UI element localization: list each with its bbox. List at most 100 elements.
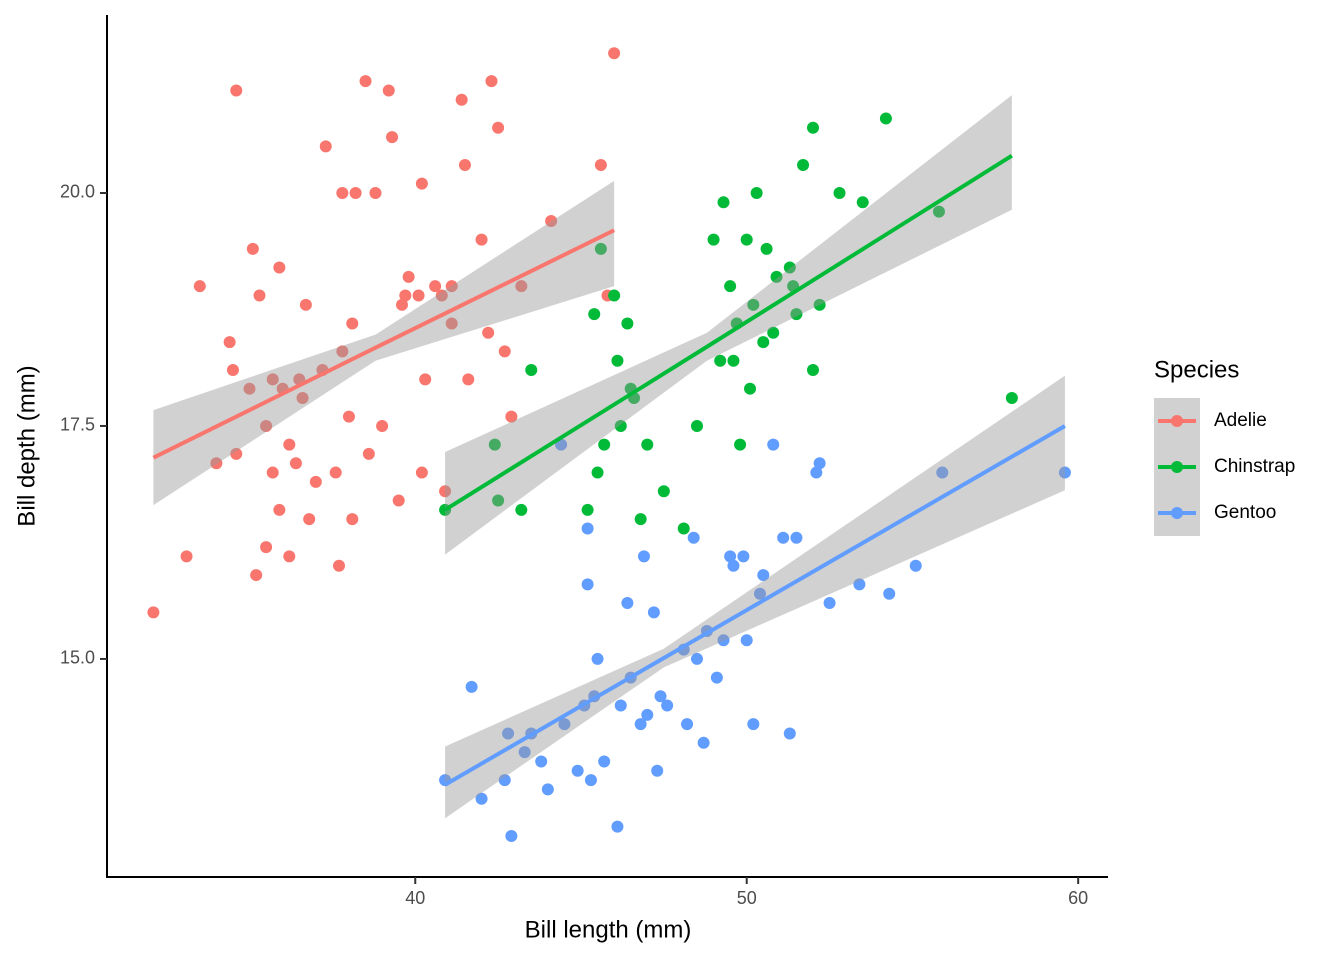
point — [757, 569, 770, 582]
point — [727, 354, 740, 367]
point — [439, 485, 452, 498]
point — [193, 280, 206, 293]
point — [505, 829, 518, 842]
fit-line — [444, 424, 1066, 787]
point — [475, 233, 488, 246]
point — [415, 177, 428, 190]
point — [588, 308, 601, 321]
point — [594, 242, 607, 255]
point — [498, 774, 511, 787]
point — [707, 233, 720, 246]
point — [488, 438, 501, 451]
point — [727, 559, 740, 572]
point — [936, 466, 949, 479]
point — [485, 75, 498, 88]
point — [634, 718, 647, 731]
point — [813, 298, 826, 311]
point — [465, 680, 478, 693]
point — [634, 513, 647, 526]
legend-key-point — [1171, 507, 1183, 519]
point — [392, 494, 405, 507]
point — [823, 597, 836, 610]
y-axis-title: Bill depth (mm) — [13, 365, 40, 526]
point — [518, 746, 531, 759]
point — [260, 419, 273, 432]
point — [412, 289, 425, 302]
point — [641, 708, 654, 721]
point — [226, 364, 239, 377]
fit-line — [444, 154, 1013, 512]
point — [710, 671, 723, 684]
point — [266, 466, 279, 479]
point — [482, 326, 495, 339]
point — [833, 186, 846, 199]
point — [690, 419, 703, 432]
point — [651, 764, 664, 777]
legend-key-point — [1171, 461, 1183, 473]
point — [445, 280, 458, 293]
point — [445, 317, 458, 330]
legend-label: Adelie — [1214, 410, 1267, 431]
point — [879, 112, 892, 125]
x-tick-label: 40 — [405, 888, 425, 908]
confidence-band — [445, 375, 1065, 819]
point — [266, 373, 279, 386]
legend-title: Species — [1154, 356, 1239, 383]
point — [714, 354, 727, 367]
point — [581, 578, 594, 591]
point — [807, 121, 820, 134]
y-tick-label: 15.0 — [60, 648, 95, 668]
point — [336, 345, 349, 358]
point — [757, 336, 770, 349]
point — [677, 522, 690, 535]
point — [429, 280, 442, 293]
point — [230, 447, 243, 460]
point — [558, 718, 571, 731]
point — [458, 159, 471, 172]
point — [545, 214, 558, 227]
point — [790, 308, 803, 321]
point — [740, 634, 753, 647]
point — [690, 652, 703, 665]
point — [492, 494, 505, 507]
point — [359, 75, 372, 88]
point — [349, 186, 362, 199]
point — [273, 503, 286, 516]
point — [770, 270, 783, 283]
point — [289, 457, 302, 470]
point — [283, 438, 296, 451]
point — [299, 298, 312, 311]
point — [502, 727, 515, 740]
point — [180, 550, 193, 563]
point — [515, 280, 528, 293]
legend-key-point — [1171, 415, 1183, 427]
point — [1058, 466, 1071, 479]
point — [724, 280, 737, 293]
point — [435, 289, 448, 302]
point — [750, 186, 763, 199]
point — [767, 438, 780, 451]
x-tick-label: 60 — [1068, 888, 1088, 908]
point — [296, 392, 309, 405]
point — [687, 531, 700, 544]
point — [647, 606, 660, 619]
y-tick-label: 17.5 — [60, 415, 95, 435]
point — [932, 205, 945, 218]
point — [657, 485, 670, 498]
point — [250, 569, 263, 582]
point — [598, 755, 611, 768]
point — [246, 242, 259, 255]
point — [853, 578, 866, 591]
point — [386, 131, 399, 144]
point — [790, 531, 803, 544]
point — [883, 587, 896, 600]
point — [309, 475, 322, 488]
x-tick-label: 50 — [737, 888, 757, 908]
point — [346, 317, 359, 330]
point — [376, 419, 389, 432]
point — [581, 503, 594, 516]
point — [329, 466, 342, 479]
point — [535, 755, 548, 768]
point — [783, 261, 796, 274]
